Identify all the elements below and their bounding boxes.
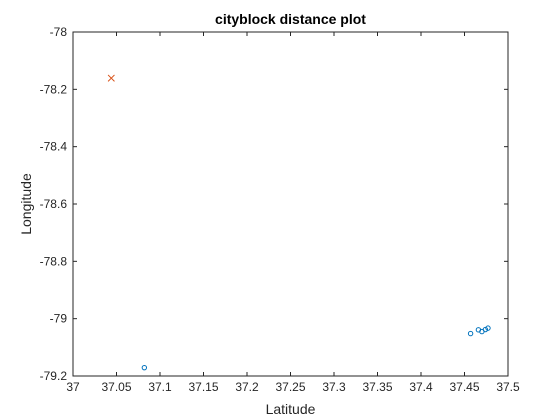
y-tick-label: -78.6 <box>40 197 68 211</box>
chart-title: cityblock distance plot <box>215 11 366 27</box>
y-tick-label: -78.8 <box>40 254 68 268</box>
x-tick-label: 37.05 <box>101 380 131 394</box>
x-tick-label: 37.5 <box>496 380 520 394</box>
x-tick-label: 37.35 <box>362 380 392 394</box>
x-tick-label: 37.45 <box>449 380 479 394</box>
data-point-x-marker <box>107 74 115 82</box>
data-point-circle <box>485 325 491 331</box>
x-tick-label: 37.3 <box>322 380 346 394</box>
y-axis-ticks: -78 -78.2 -78.4 -78.6 -78.8 -79 -79.2 <box>40 25 508 383</box>
x-tick-label: 37.4 <box>409 380 433 394</box>
x-tick-label: 37.2 <box>235 380 259 394</box>
y-tick-label: -78.4 <box>40 140 68 154</box>
x-tick-label: 37.25 <box>275 380 305 394</box>
data-point-circle <box>141 364 148 371</box>
data-markers <box>107 74 491 371</box>
y-tick-label: -78.2 <box>40 82 68 96</box>
data-point-circle <box>467 330 474 337</box>
data-point-circle <box>482 326 489 333</box>
plot-area-frame <box>72 31 509 377</box>
y-axis-label: Longitude <box>18 173 34 235</box>
y-tick-label: -79.2 <box>40 369 68 383</box>
x-axis-label: Latitude <box>266 401 316 417</box>
x-tick-label: 37.1 <box>148 380 172 394</box>
x-tick-label: 37.15 <box>188 380 218 394</box>
y-tick-label: -78 <box>50 25 68 39</box>
x-tick-label: 37 <box>66 380 80 394</box>
y-tick-label: -79 <box>50 312 68 326</box>
x-axis-ticks: 37 37.05 37.1 37.15 37.2 37.25 37.3 37.35 37.4 37… <box>66 32 520 394</box>
